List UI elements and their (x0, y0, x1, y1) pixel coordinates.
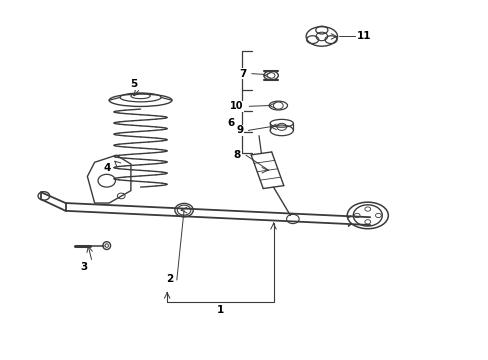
Text: 11: 11 (356, 31, 371, 41)
Text: 9: 9 (236, 125, 243, 135)
Text: 8: 8 (233, 150, 241, 160)
Text: 2: 2 (165, 274, 173, 284)
Text: 6: 6 (227, 118, 234, 128)
Text: 1: 1 (216, 305, 224, 315)
Text: 10: 10 (229, 101, 243, 111)
Text: 5: 5 (130, 79, 138, 89)
Text: 4: 4 (103, 163, 110, 172)
Text: 3: 3 (80, 262, 87, 272)
Text: 7: 7 (239, 69, 246, 79)
